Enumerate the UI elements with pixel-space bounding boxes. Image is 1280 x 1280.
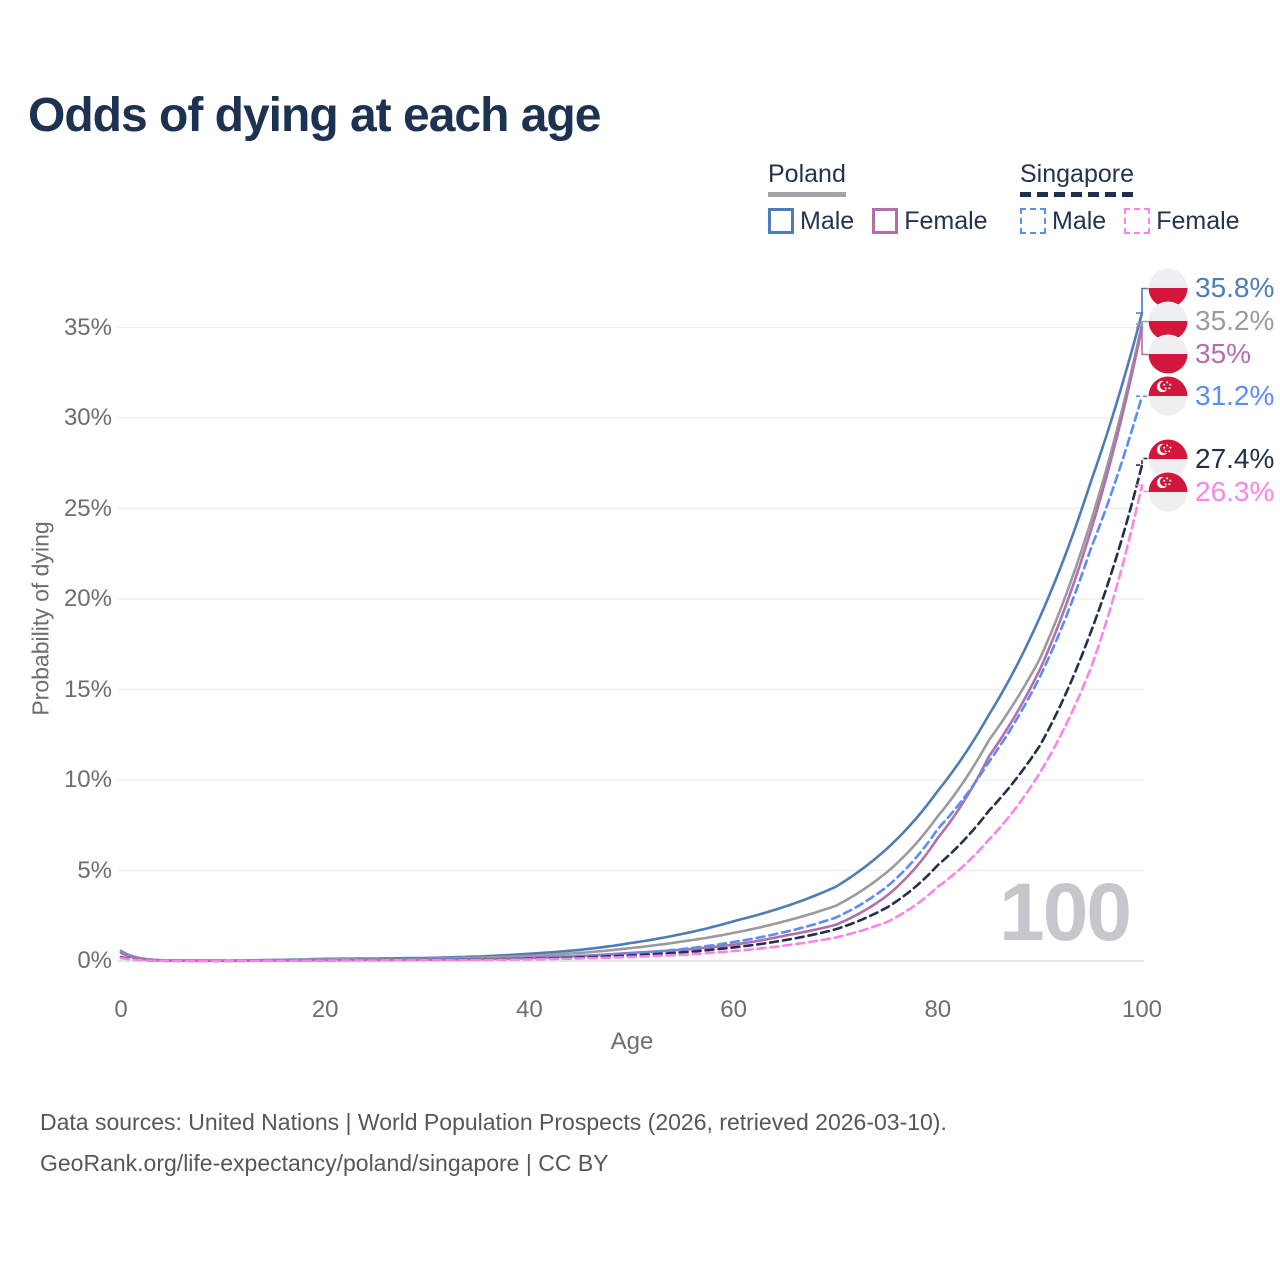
legend-country-singapore: Singapore xyxy=(1020,160,1134,197)
x-tick-label: 60 xyxy=(720,996,747,1023)
y-tick-label: 15% xyxy=(63,675,112,703)
legend-country-poland-label: Poland xyxy=(768,160,846,188)
curve-poland-male xyxy=(119,311,1144,962)
legend-item-singapore-female[interactable]: Female xyxy=(1124,206,1240,236)
legend-group-poland: Poland Male Female xyxy=(768,160,988,236)
end-label-value: 31.2% xyxy=(1195,380,1275,412)
y-axis-title: Probability of dying xyxy=(27,521,54,716)
poland-female-label[interactable]: Female xyxy=(904,206,988,235)
singapore-line-style-swatch xyxy=(1020,192,1134,197)
y-tick-label: 20% xyxy=(63,585,112,612)
singapore-male-swatch[interactable] xyxy=(1020,208,1046,234)
singapore-flag-icon xyxy=(1148,472,1188,511)
end-label-connector xyxy=(1136,326,1148,356)
y-tick-label: 10% xyxy=(63,766,112,793)
legend-country-singapore-label: Singapore xyxy=(1020,160,1134,188)
end-label-value: 35% xyxy=(1195,338,1252,370)
singapore-female-swatch[interactable] xyxy=(1124,208,1151,234)
legend-country-poland: Poland xyxy=(768,160,846,197)
end-label-connector xyxy=(1136,484,1148,493)
end-label-value: 35.2% xyxy=(1195,305,1275,337)
end-label-connector xyxy=(1136,287,1148,314)
poland-male-label[interactable]: Male xyxy=(800,206,855,235)
end-label-singapore-male: 31.2% xyxy=(1148,376,1274,416)
x-tick-label: 40 xyxy=(516,996,543,1023)
y-tick-label: 35% xyxy=(63,313,112,341)
poland-flag-icon xyxy=(1148,268,1188,308)
legend-item-poland-female[interactable]: Female xyxy=(872,206,988,236)
poland-flag-icon xyxy=(1148,301,1188,341)
x-axis-title: Age xyxy=(610,1028,654,1055)
legend-item-singapore-male[interactable]: Male xyxy=(1020,207,1106,236)
x-tick-label: 100 xyxy=(1121,996,1163,1023)
poland-male-swatch[interactable] xyxy=(768,208,794,234)
x-tick-label: 80 xyxy=(924,996,952,1023)
end-label-connector xyxy=(1136,457,1148,466)
end-label-connector xyxy=(1136,320,1148,325)
legend-item-poland-male[interactable]: Male xyxy=(768,207,854,236)
x-tick-label: 20 xyxy=(311,996,339,1023)
legend-group-singapore: Singapore Male Female xyxy=(1020,160,1240,236)
footer: Data sources: United Nations | World Pop… xyxy=(40,1107,947,1189)
y-tick-label: 30% xyxy=(63,404,112,431)
poland-flag-icon xyxy=(1148,334,1188,374)
page-title: Odds of dying at each age xyxy=(28,89,601,142)
end-label-value: 27.4% xyxy=(1195,442,1275,474)
end-label-poland-both-sexes-: 35.2% xyxy=(1148,301,1274,341)
end-label-singapore-female: 26.3% xyxy=(1148,472,1274,512)
singapore-male-label[interactable]: Male xyxy=(1052,206,1107,235)
end-label-value: 35.8% xyxy=(1195,272,1275,304)
end-label-poland-female: 35% xyxy=(1148,334,1251,374)
singapore-flag-icon xyxy=(1148,439,1188,478)
end-label-value: 26.3% xyxy=(1195,475,1275,507)
poland-female-swatch[interactable] xyxy=(872,208,899,234)
poland-line-style-swatch xyxy=(768,192,846,197)
end-label-singapore-both-sexes-: 27.4% xyxy=(1148,439,1274,479)
y-tick-label: 5% xyxy=(77,856,112,884)
x-tick-label: 0 xyxy=(114,996,128,1023)
y-tick-label: 0% xyxy=(77,947,112,974)
end-label-poland-male: 35.8% xyxy=(1148,268,1274,308)
y-tick-label: 25% xyxy=(63,494,112,522)
singapore-flag-icon xyxy=(1148,376,1188,416)
footer-attribution: GeoRank.org/life-expectancy/poland/singa… xyxy=(40,1150,609,1177)
footer-data-sources: Data sources: United Nations | World Pop… xyxy=(40,1109,947,1135)
age-counter-watermark: 100 xyxy=(999,867,1132,958)
singapore-female-label[interactable]: Female xyxy=(1156,206,1240,235)
